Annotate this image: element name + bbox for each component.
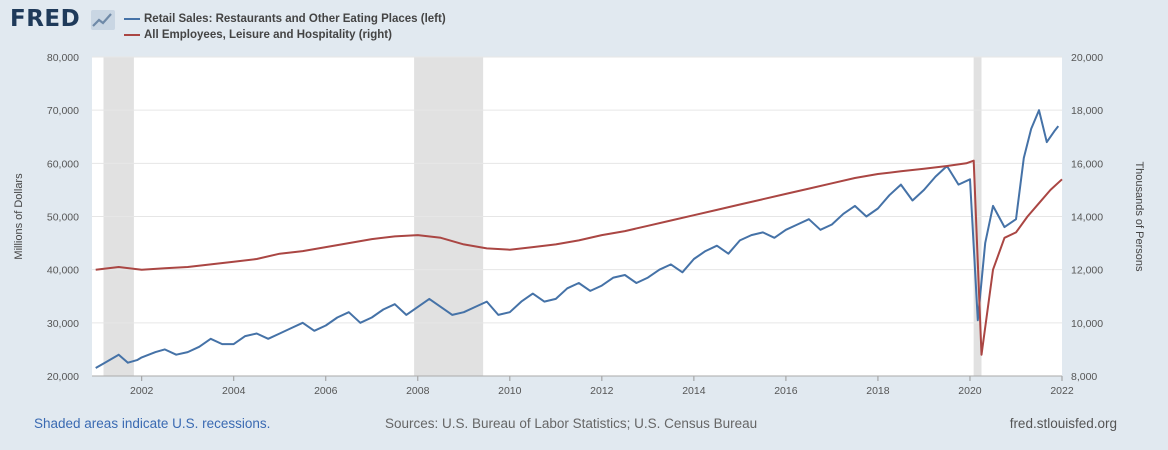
- line-chart-icon: [91, 10, 115, 30]
- x-tick-label: 2002: [130, 385, 154, 397]
- chart-legend: Retail Sales: Restaurants and Other Eati…: [124, 11, 446, 43]
- site-link[interactable]: fred.stlouisfed.org: [1009, 416, 1117, 431]
- y-left-tick-label: 50,000: [47, 212, 79, 224]
- y-right-tick-label: 20,000: [1071, 52, 1103, 64]
- x-tick-label: 2006: [314, 385, 338, 397]
- legend-item-employees[interactable]: All Employees, Leisure and Hospitality (…: [124, 27, 446, 43]
- dual-axis-line-chart: 20,000 30,000 40,000 50,000 60,000 70,000 80,0…: [13, 52, 1145, 397]
- legend-label-retail-sales: Retail Sales: Restaurants and Other Eati…: [144, 13, 446, 25]
- y-left-tick-label: 60,000: [47, 158, 79, 170]
- legend-label-employees: All Employees, Leisure and Hospitality (…: [144, 29, 392, 41]
- legend-swatch-employees: [124, 34, 140, 36]
- fred-logo[interactable]: FRED: [10, 6, 81, 32]
- legend-swatch-retail-sales: [124, 18, 140, 20]
- y-right-axis-label: Thousands of Persons: [1133, 161, 1145, 272]
- y-left-tick-label: 80,000: [47, 52, 79, 64]
- x-tick-label: 2008: [406, 385, 430, 397]
- x-tick-label: 2014: [682, 385, 706, 397]
- y-left-tick-label: 20,000: [47, 371, 79, 383]
- y-left-tick-label: 30,000: [47, 318, 79, 330]
- y-right-tick-label: 18,000: [1071, 105, 1103, 117]
- y-left-tick-label: 70,000: [47, 105, 79, 117]
- x-tick-label: 2018: [866, 385, 890, 397]
- y-right-tick-label: 12,000: [1071, 265, 1103, 277]
- x-tick-label: 2020: [958, 385, 982, 397]
- legend-item-retail-sales[interactable]: Retail Sales: Restaurants and Other Eati…: [124, 11, 446, 27]
- y-left-tick-label: 40,000: [47, 265, 79, 277]
- y-right-tick-label: 10,000: [1071, 318, 1103, 330]
- recession-note-link[interactable]: Shaded areas indicate U.S. recessions.: [34, 416, 271, 431]
- y-right-tick-label: 8,000: [1071, 371, 1097, 383]
- x-tick-label: 2010: [498, 385, 522, 397]
- series-line-employees: [95, 159, 1063, 356]
- x-tick-label: 2022: [1050, 385, 1074, 397]
- y-left-axis-label: Millions of Dollars: [13, 173, 25, 260]
- series-line-retail-sales: [95, 109, 1060, 369]
- y-right-tick-label: 16,000: [1071, 158, 1103, 170]
- x-tick-label: 2016: [774, 385, 798, 397]
- x-tick-label: 2004: [222, 385, 246, 397]
- x-tick-label: 2012: [590, 385, 614, 397]
- sources-text: Sources: U.S. Bureau of Labor Statistics…: [385, 416, 758, 431]
- y-right-tick-label: 14,000: [1071, 212, 1103, 224]
